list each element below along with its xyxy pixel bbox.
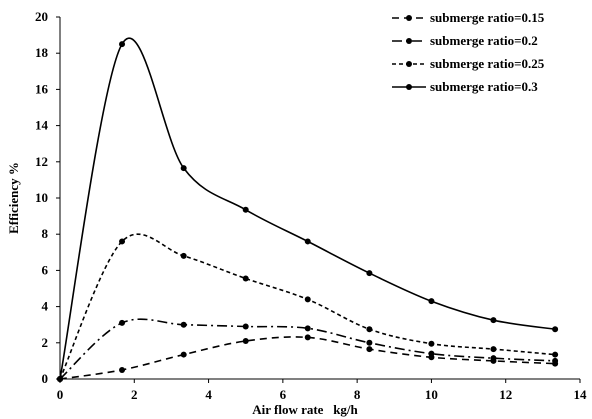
y-tick-label: 10 [35,190,48,205]
legend-swatch-marker [406,61,412,67]
legend-swatch-marker [406,84,412,90]
data-point [119,41,126,48]
data-point [304,334,311,341]
data-point [428,340,435,347]
x-tick-labels: 0 2 4 6 8 10 12 14 [57,387,587,402]
data-point [490,317,497,324]
data-point [180,165,187,172]
x-tick-label: 6 [280,387,287,402]
y-tick-label: 14 [35,118,49,133]
data-point [180,321,187,328]
axes [56,16,581,383]
y-tick-label: 20 [35,9,48,24]
y-tick-label: 4 [42,299,49,314]
y-tick-label: 0 [42,371,49,386]
data-point [180,351,187,358]
data-point [304,296,311,303]
y-tick-label: 6 [42,262,49,277]
legend: submerge ratio=0.15 submerge ratio=0.2 sub… [392,10,545,94]
data-point [366,326,373,333]
legend-item: submerge ratio=0.15 [392,10,545,25]
series-4 [57,37,559,382]
legend-label: submerge ratio=0.15 [430,10,545,25]
x-tick-label: 8 [354,387,361,402]
x-axis-title: Air flow rate kg/h [252,402,358,417]
data-point [366,270,373,277]
data-point [552,326,559,333]
legend-item: submerge ratio=0.3 [392,79,538,94]
data-point [304,238,311,245]
legend-swatch-marker [406,38,412,44]
x-tick-label: 2 [131,387,138,402]
series-group [57,37,559,382]
data-point [366,339,373,346]
data-point [242,323,249,330]
data-point [119,319,126,326]
series-2 [57,318,559,382]
data-point [119,366,126,373]
x-tick-label: 12 [499,387,512,402]
data-point [552,357,559,364]
legend-label: submerge ratio=0.2 [430,33,538,48]
data-point [552,351,559,358]
y-tick-labels: 0 2 4 6 8 10 12 14 16 18 20 [35,9,49,386]
legend-item: submerge ratio=0.25 [392,56,545,71]
data-point [242,206,249,213]
series-line [59,318,556,380]
data-point [304,325,311,332]
x-tick-label: 10 [425,387,438,402]
y-axis-title: Efficiency % [6,162,21,234]
y-tick-label: 2 [42,335,49,350]
data-point [180,252,187,259]
series-line [59,336,556,380]
x-tick-label: 4 [205,387,212,402]
y-tick-label: 16 [35,81,49,96]
y-tick-label: 18 [35,45,49,60]
legend-label: submerge ratio=0.25 [430,56,545,71]
legend-swatch-marker [406,15,412,21]
data-point [428,350,435,357]
y-tick-label: 12 [35,154,48,169]
data-point [242,275,249,282]
x-tick-label: 0 [57,387,64,402]
x-tick-label: 14 [574,387,588,402]
legend-item: submerge ratio=0.2 [392,33,538,48]
series-line [59,37,556,380]
data-point [490,346,497,353]
series-line [59,233,556,380]
data-point [57,376,63,382]
data-point [490,355,497,362]
y-tick-label: 8 [42,226,49,241]
data-point [242,337,249,344]
data-point [366,346,373,353]
data-point [119,238,126,245]
data-point [428,298,435,305]
legend-label: submerge ratio=0.3 [430,79,538,94]
series-3 [57,233,559,382]
